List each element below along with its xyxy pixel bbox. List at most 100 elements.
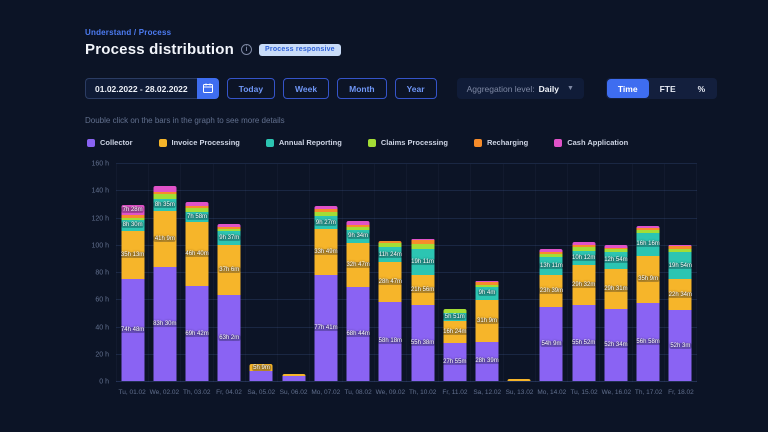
bar-segment-collector[interactable]: 74h 48m [119, 279, 146, 381]
bar-segment-cash-application[interactable] [604, 245, 628, 248]
bar-segment-invoice-processing[interactable] [507, 379, 531, 381]
legend-item-claims-processing[interactable]: Claims Processing [367, 138, 448, 147]
bar-segment-collector[interactable]: 68h 44m [345, 287, 371, 381]
bar-segment-recharging[interactable] [475, 281, 499, 286]
calendar-button[interactable] [196, 78, 219, 99]
bar-segment-collector[interactable]: 27h 55m [442, 342, 468, 381]
bar-segment-recharging[interactable] [572, 245, 596, 247]
bar-segment-invoice-processing[interactable]: 46h 40m [184, 222, 210, 287]
bar-segment-annual-reporting[interactable]: 16h 16m [635, 233, 661, 256]
stacked-bar-01.02[interactable]: 74h 48m 35h 13m 8h 30m 7h 28m [119, 204, 146, 381]
bar-segment-collector[interactable] [249, 371, 273, 381]
bar-segment-cash-application[interactable]: 7h 28m [121, 204, 145, 216]
bar-segment-claims-processing[interactable] [636, 229, 660, 234]
bar-segment-recharging[interactable] [314, 208, 338, 213]
stacked-bar-15.02[interactable]: 55h 52m 29h 32m 10h 12m [570, 241, 597, 381]
bar-segment-annual-reporting[interactable]: 9h 37m [217, 231, 241, 245]
bar-segment-annual-reporting[interactable]: 11h 24m [377, 246, 403, 263]
bar-segment-invoice-processing[interactable]: 35h 13m [119, 231, 146, 280]
bar-segment-claims-processing[interactable] [411, 244, 435, 250]
stacked-bar-02.02[interactable]: 83h 30m 41h 9m 8h 35m [152, 185, 178, 381]
bar-segment-recharging[interactable] [411, 240, 435, 245]
bar-segment-invoice-processing[interactable]: 35h 9m [636, 255, 660, 304]
range-button-week[interactable]: Week [283, 78, 330, 99]
stacked-bar-03.02[interactable]: 69h 42m 46h 40m 7h 58m [184, 202, 210, 381]
bar-segment-annual-reporting[interactable]: 8h 35m [153, 199, 177, 212]
bar-segment-cash-application[interactable] [539, 248, 563, 253]
bar-segment-annual-reporting[interactable]: 5h 51m [443, 312, 467, 321]
bar-segment-invoice-processing[interactable]: 5h 9m [249, 364, 273, 372]
info-icon[interactable]: i [241, 44, 253, 55]
bar-segment-recharging[interactable] [378, 240, 402, 244]
bar-segment-claims-processing[interactable] [539, 253, 563, 258]
bar-segment-claims-processing[interactable] [475, 285, 499, 288]
legend-item-recharging[interactable]: Recharging [473, 138, 528, 147]
bar-segment-invoice-processing[interactable]: 29h 31m [603, 269, 629, 310]
stacked-bar-16.02[interactable]: 52h 34m 29h 31m 12h 54m [603, 245, 629, 381]
bar-segment-invoice-processing[interactable]: 16h 24m [442, 320, 468, 343]
bar-segment-claims-processing[interactable] [153, 194, 177, 200]
bar-segment-annual-reporting[interactable]: 19h 11m [410, 249, 436, 276]
bar-segment-invoice-processing[interactable]: 29h 32m [570, 264, 597, 305]
bar-segment-invoice-processing[interactable]: 41h 9m [153, 211, 177, 268]
range-button-month[interactable]: Month [337, 78, 387, 99]
bar-segment-collector[interactable]: 55h 52m [570, 304, 597, 381]
bar-segment-claims-processing[interactable] [604, 248, 628, 252]
bar-segment-invoice-processing[interactable] [282, 374, 306, 377]
bar-segment-invoice-processing[interactable]: 31h 9m [475, 299, 499, 342]
bar-segment-collector[interactable]: 83h 30m [152, 267, 178, 381]
bar-segment-recharging[interactable] [185, 206, 209, 208]
bar-segment-claims-processing[interactable] [346, 226, 370, 230]
stacked-bar-18.02[interactable]: 52h 3m 22h 34m 19h 54m [667, 244, 694, 381]
bar-segment-recharging[interactable] [604, 247, 628, 249]
bar-segment-annual-reporting[interactable]: 13h 11m [539, 257, 564, 276]
bar-segment-invoice-processing[interactable]: 33h 49m [313, 229, 339, 276]
bar-segment-annual-reporting[interactable]: 9h 34m [346, 229, 370, 243]
bar-segment-collector[interactable]: 52h 34m [603, 309, 629, 381]
bar-segment-recharging[interactable] [539, 252, 563, 254]
bar-segment-invoice-processing[interactable]: 22h 34m [667, 279, 694, 311]
bar-segment-annual-reporting[interactable]: 10h 12m [570, 250, 597, 265]
legend-item-invoice-processing[interactable]: Invoice Processing [158, 138, 240, 147]
bar-segment-claims-processing[interactable] [443, 309, 467, 313]
bar-segment-collector[interactable]: 55h 38m [409, 305, 436, 381]
bar-segment-claims-processing[interactable] [314, 212, 338, 217]
bar-segment-cash-application[interactable] [636, 225, 660, 228]
stacked-bar-08.02[interactable]: 68h 44m 32h 47m 9h 34m [345, 220, 371, 381]
bar-segment-cash-application[interactable] [314, 206, 338, 209]
bar-segment-cash-application[interactable] [346, 220, 370, 225]
unit-toggle-percent[interactable]: % [687, 79, 717, 98]
unit-toggle-time[interactable]: Time [606, 79, 649, 98]
bar-segment-recharging[interactable] [636, 227, 660, 230]
bar-segment-annual-reporting[interactable]: 8h 30m [121, 219, 145, 232]
bar-segment-collector[interactable]: 28h 39m [474, 341, 500, 381]
stacked-bar-07.02[interactable]: 77h 41m 33h 49m 9h 27m [313, 206, 339, 381]
bar-segment-recharging[interactable] [121, 215, 145, 218]
bar-segment-collector[interactable]: 69h 42m [184, 286, 210, 381]
date-range-input[interactable]: 01.02.2022 - 28.02.2022 [85, 78, 197, 99]
bar-segment-cash-application[interactable] [185, 202, 209, 207]
bar-segment-collector[interactable]: 52h 3m [668, 310, 692, 381]
bar-segment-claims-processing[interactable] [668, 248, 692, 253]
bar-segment-claims-processing[interactable] [572, 246, 596, 251]
bar-segment-cash-application[interactable] [411, 239, 435, 241]
legend-item-cash-application[interactable]: Cash Application [554, 138, 628, 147]
stacked-bar-06.02[interactable] [282, 374, 306, 381]
bar-segment-collector[interactable] [282, 376, 306, 381]
stacked-bar-12.02[interactable]: 28h 39m 31h 9m 9h 4m [474, 281, 500, 381]
bar-segment-annual-reporting[interactable]: 7h 58m [185, 211, 209, 223]
bar-segment-invoice-processing[interactable]: 28h 47m [377, 262, 404, 302]
range-button-year[interactable]: Year [394, 78, 437, 99]
bar-segment-recharging[interactable] [668, 246, 692, 249]
breadcrumb[interactable]: Understand / Process [85, 28, 172, 37]
stacked-bar-10.02[interactable]: 55h 38m 21h 56m 19h 11m [409, 239, 436, 381]
range-button-today[interactable]: Today [226, 78, 276, 99]
bar-segment-invoice-processing[interactable]: 32h 47m [345, 242, 371, 288]
stacked-bar-04.02[interactable]: 63h 2m 37h 6m 9h 37m [217, 224, 241, 381]
bar-segment-recharging[interactable] [153, 192, 177, 195]
bar-segment-collector[interactable]: 63h 2m [217, 295, 241, 381]
bar-segment-cash-application[interactable] [668, 244, 692, 247]
bar-segment-cash-application[interactable] [153, 185, 177, 193]
bar-segment-invoice-processing[interactable]: 37h 6m [217, 244, 241, 296]
bar-segment-claims-processing[interactable] [121, 217, 145, 220]
